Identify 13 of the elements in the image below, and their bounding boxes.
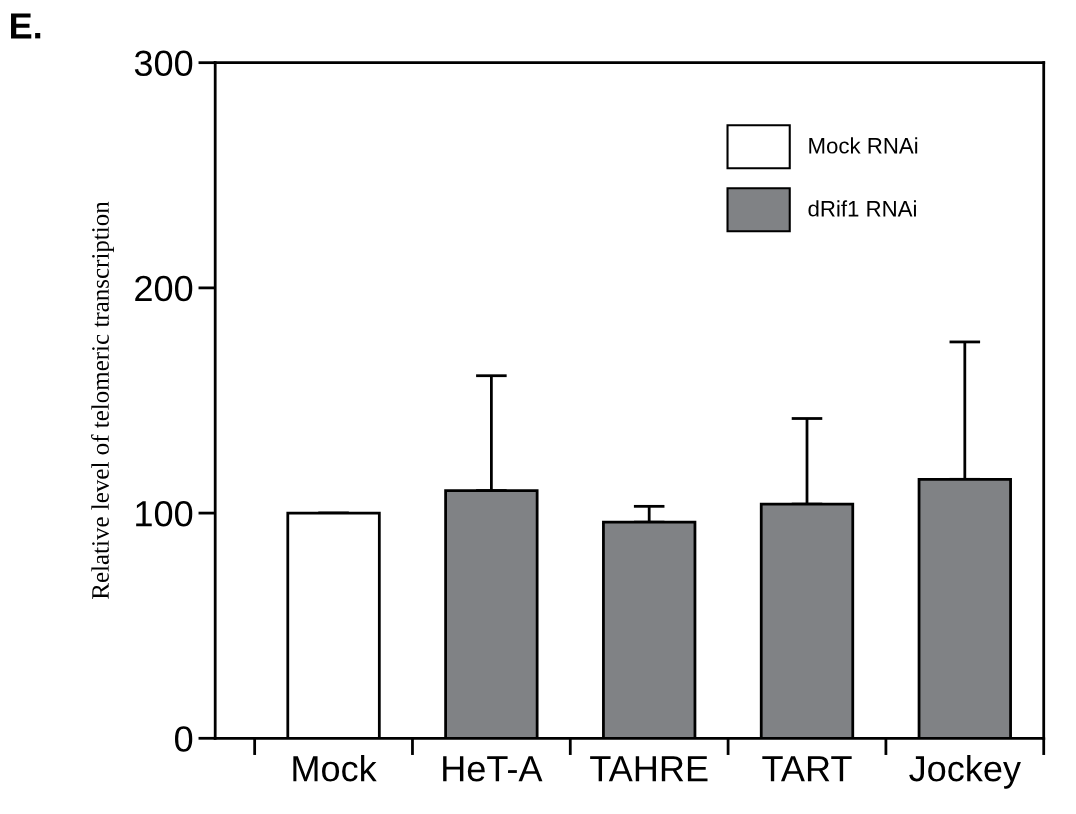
y-tick-label: 100 [136, 500, 193, 527]
y-axis-title: Relative level of telomeric transcription [91, 201, 114, 599]
x-tick-label: TART [762, 756, 852, 782]
x-tick-label: Mock [293, 754, 377, 782]
y-tick-label: 200 [135, 275, 193, 302]
x-tick-label: HeT-A [443, 756, 543, 782]
y-tick-label: 0 [175, 726, 193, 752]
text: E. [11, 13, 41, 39]
legend-label: dRif1 RNAi [808, 200, 916, 217]
x-tick-label: TAHRE [590, 756, 708, 782]
y-tick-label: 300 [134, 50, 193, 77]
x-tick-label: Jockey [909, 754, 1021, 789]
legend-label: Mock RNAi [809, 137, 918, 154]
